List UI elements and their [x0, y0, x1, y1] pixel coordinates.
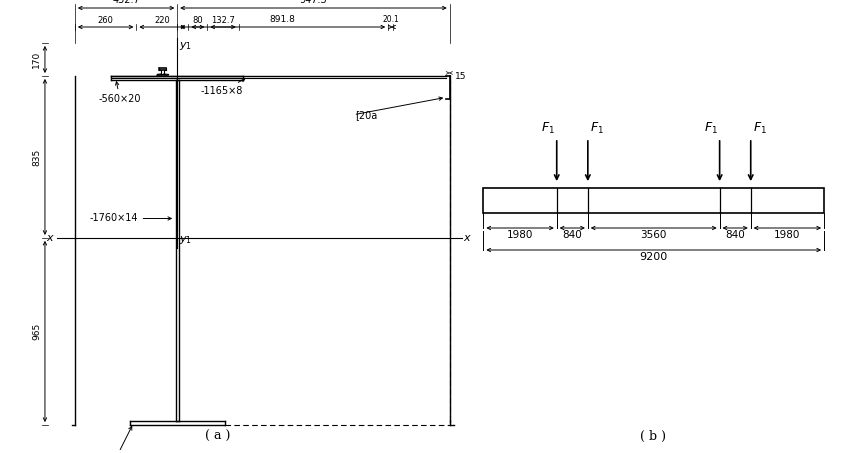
Text: 432.7: 432.7 [112, 0, 140, 5]
Text: 840: 840 [562, 230, 582, 240]
Text: 840: 840 [725, 230, 745, 240]
Text: $F_1$: $F_1$ [590, 121, 604, 136]
Text: 835: 835 [32, 148, 41, 165]
Text: 891.8: 891.8 [270, 15, 295, 24]
Text: 132.7: 132.7 [211, 16, 235, 25]
Text: 260: 260 [98, 16, 114, 25]
Text: x: x [464, 233, 470, 243]
Text: 80: 80 [193, 16, 203, 25]
Bar [483, 188, 824, 213]
Text: $F_1$: $F_1$ [753, 121, 767, 136]
Text: $F_1$: $F_1$ [541, 121, 554, 136]
Text: x: x [47, 233, 53, 243]
Text: 1980: 1980 [507, 230, 533, 240]
Text: ( b ): ( b ) [640, 430, 666, 443]
Text: -1760×14: -1760×14 [89, 213, 171, 223]
Text: -1165×8: -1165×8 [201, 79, 245, 96]
Text: 1980: 1980 [774, 230, 801, 240]
Text: 9200: 9200 [639, 252, 668, 262]
Text: 3560: 3560 [640, 230, 667, 240]
Text: 15: 15 [455, 72, 466, 81]
Text: -560×20: -560×20 [98, 82, 141, 104]
Text: 965: 965 [32, 323, 41, 340]
Text: 947.3: 947.3 [300, 0, 328, 5]
Text: ( a ): ( a ) [205, 430, 230, 443]
Text: 20.1: 20.1 [382, 15, 399, 24]
Text: 170: 170 [32, 51, 41, 68]
Text: $F_1$: $F_1$ [704, 121, 717, 136]
Text: $y_1$: $y_1$ [179, 40, 193, 52]
Text: 梁：: 梁： [8, 0, 23, 1]
Text: $y_1$: $y_1$ [179, 234, 193, 246]
Text: -400×20: -400×20 [94, 427, 136, 453]
Text: 220: 220 [155, 16, 171, 25]
Text: [20a: [20a [355, 110, 377, 120]
